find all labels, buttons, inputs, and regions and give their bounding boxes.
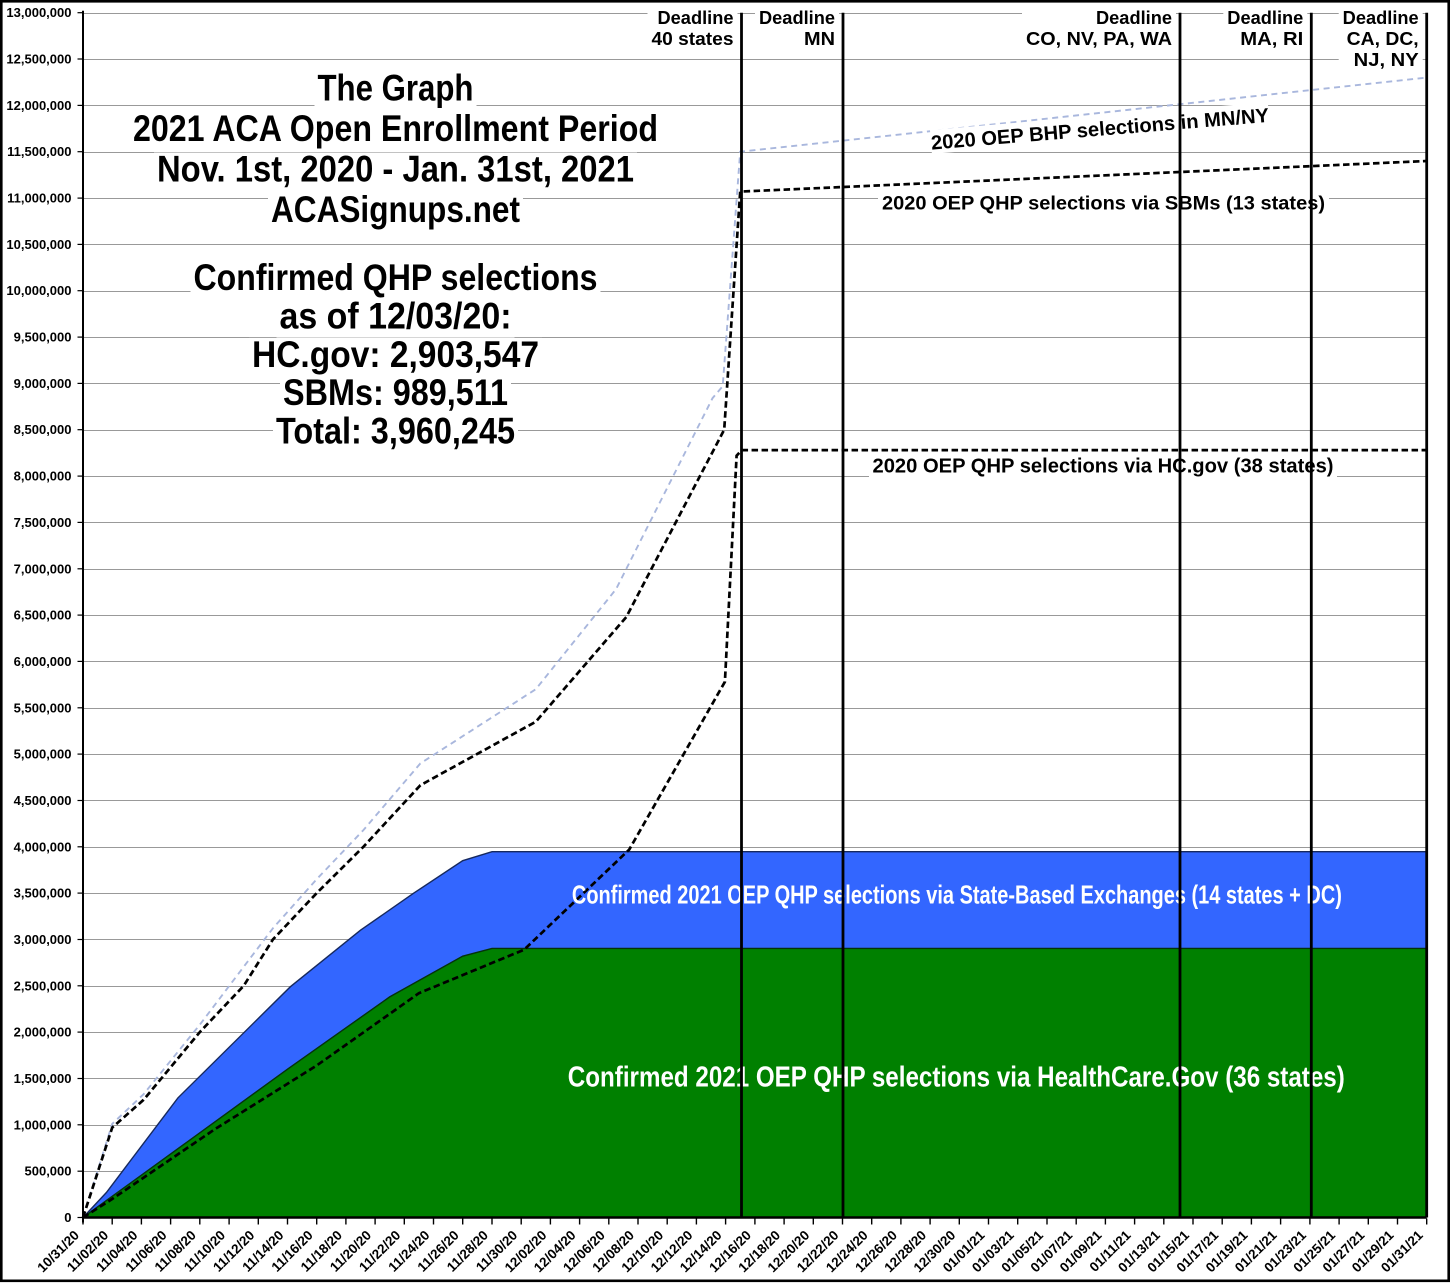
svg-text:6,000,000: 6,000,000 [14,654,72,669]
svg-text:4,000,000: 4,000,000 [14,839,72,854]
svg-text:12,500,000: 12,500,000 [6,52,71,67]
svg-text:2,000,000: 2,000,000 [14,1025,72,1040]
svg-text:8,000,000: 8,000,000 [14,469,72,484]
svg-text:6,500,000: 6,500,000 [14,608,72,623]
svg-text:13,000,000: 13,000,000 [6,5,71,20]
svg-text:10,500,000: 10,500,000 [6,237,71,252]
svg-text:4,500,000: 4,500,000 [14,793,72,808]
svg-text:5,500,000: 5,500,000 [14,700,72,715]
svg-text:12,000,000: 12,000,000 [6,98,71,113]
svg-text:Deadline: Deadline [1096,8,1172,28]
svg-text:40 states: 40 states [652,29,734,49]
svg-text:2,500,000: 2,500,000 [14,978,72,993]
svg-text:CA, DC,: CA, DC, [1347,29,1419,49]
svg-text:as of 12/03/20:: as of 12/03/20: [280,296,512,337]
svg-text:SBMs: 989,511: SBMs: 989,511 [283,372,508,413]
svg-text:1,000,000: 1,000,000 [14,1117,72,1132]
svg-text:Deadline: Deadline [759,8,835,28]
svg-text:500,000: 500,000 [25,1164,72,1179]
svg-text:11,500,000: 11,500,000 [7,144,71,159]
svg-text:CO, NV, PA, WA: CO, NV, PA, WA [1026,29,1172,49]
svg-text:9,500,000: 9,500,000 [14,330,72,345]
svg-text:Nov. 1st, 2020 - Jan. 31st, 20: Nov. 1st, 2020 - Jan. 31st, 2021 [157,149,634,190]
svg-text:Deadline: Deadline [1227,8,1303,28]
svg-text:NJ, NY: NJ, NY [1354,50,1419,70]
svg-text:1,500,000: 1,500,000 [14,1071,72,1086]
svg-text:3,500,000: 3,500,000 [14,886,72,901]
svg-text:8,500,000: 8,500,000 [14,422,72,437]
svg-text:Confirmed 2021 OEP QHP selecti: Confirmed 2021 OEP QHP selections via St… [572,879,1342,909]
svg-text:ACASignups.net: ACASignups.net [271,189,520,230]
svg-text:Confirmed 2021 OEP QHP selecti: Confirmed 2021 OEP QHP selections via He… [568,1061,1345,1093]
svg-text:2020 OEP QHP selections via SB: 2020 OEP QHP selections via SBMs (13 sta… [882,193,1325,215]
svg-text:3,000,000: 3,000,000 [14,932,72,947]
svg-text:Confirmed QHP selections: Confirmed QHP selections [194,257,598,298]
svg-text:Deadline: Deadline [1343,8,1419,28]
svg-text:MN: MN [804,29,835,49]
svg-text:5,000,000: 5,000,000 [14,747,72,762]
svg-text:2020 OEP QHP selections via HC: 2020 OEP QHP selections via HC.gov (38 s… [873,455,1334,477]
svg-text:11,000,000: 11,000,000 [7,191,71,206]
svg-text:7,500,000: 7,500,000 [14,515,72,530]
svg-text:Deadline: Deadline [658,8,734,28]
svg-text:2021 ACA Open Enrollment Perio: 2021 ACA Open Enrollment Period [133,108,658,149]
svg-text:9,000,000: 9,000,000 [14,376,72,391]
svg-text:7,000,000: 7,000,000 [14,561,72,576]
svg-text:HC.gov: 2,903,547: HC.gov: 2,903,547 [252,334,539,375]
svg-text:MA, RI: MA, RI [1240,29,1303,49]
svg-text:10,000,000: 10,000,000 [6,283,71,298]
svg-text:Total: 3,960,245: Total: 3,960,245 [276,411,515,452]
svg-text:The Graph: The Graph [318,68,474,109]
svg-text:0: 0 [64,1210,71,1225]
